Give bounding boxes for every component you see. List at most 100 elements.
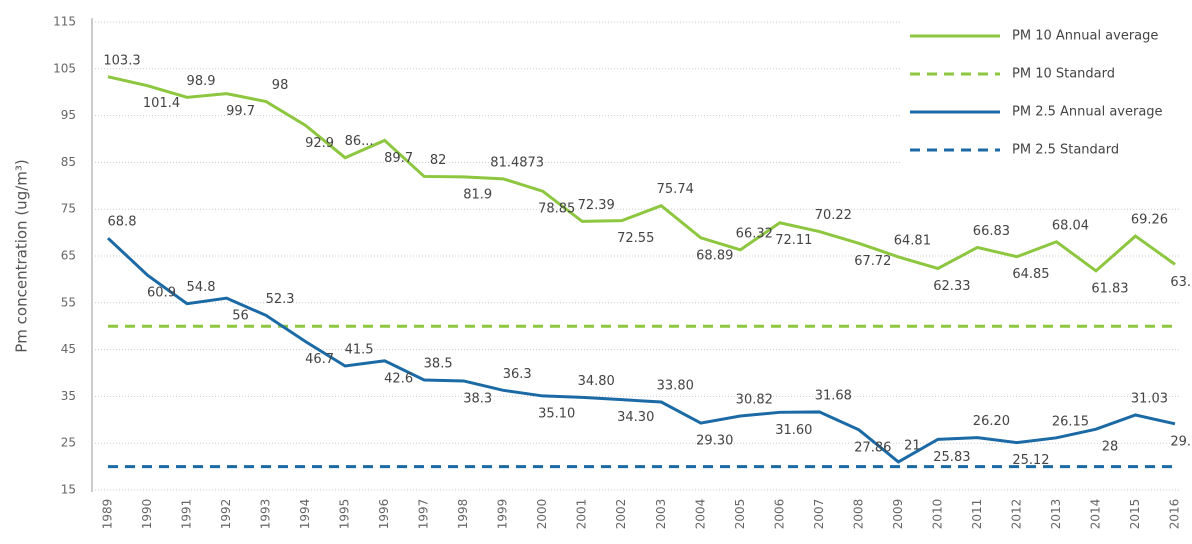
data-label: 89.7 — [384, 151, 413, 166]
x-tick-label: 1989 — [101, 499, 115, 530]
x-tick-label: 2003 — [654, 499, 668, 530]
x-tick-label: 2007 — [812, 499, 826, 530]
data-label: 81.4873 — [490, 155, 544, 170]
x-tick-label: 2012 — [1009, 499, 1023, 530]
data-label: 26.15 — [1052, 414, 1089, 429]
data-label: 34.30 — [617, 410, 654, 425]
data-label: 68.89 — [696, 248, 733, 263]
data-label: 72.39 — [578, 198, 615, 213]
x-tick-label: 1994 — [298, 499, 312, 530]
x-tick-label: 1993 — [259, 499, 273, 530]
data-label: 31.03 — [1131, 391, 1168, 406]
data-label: 63.21 — [1170, 275, 1192, 290]
x-tick-label: 1991 — [180, 499, 194, 530]
y-tick-label: 115 — [53, 15, 76, 29]
legend-label: PM 2.5 Annual average — [1012, 105, 1163, 120]
x-tick-label: 2013 — [1049, 499, 1063, 530]
data-label: 33.80 — [657, 379, 694, 394]
data-label: 66.32 — [736, 226, 773, 241]
y-tick-label: 95 — [61, 108, 76, 122]
x-tick-label: 2015 — [1128, 499, 1142, 530]
data-label: 46.7 — [305, 352, 334, 367]
legend-label: PM 2.5 Standard — [1012, 143, 1119, 158]
x-tick-label: 1990 — [140, 499, 154, 530]
x-tick-label: 2004 — [693, 499, 707, 530]
data-label: 82 — [430, 153, 447, 168]
data-label: 28 — [1102, 440, 1119, 455]
y-tick-label: 75 — [61, 202, 76, 216]
data-label: 62.33 — [933, 279, 970, 294]
y-tick-label: 55 — [61, 295, 76, 309]
legend-label: PM 10 Annual average — [1012, 29, 1158, 44]
data-label: 54.8 — [187, 280, 216, 295]
y-axis-title: Pm concentration (ug/m³) — [13, 159, 31, 353]
data-label: 103.3 — [103, 53, 140, 68]
data-label: 98 — [272, 78, 289, 93]
x-tick-label: 1998 — [456, 499, 470, 530]
x-tick-label: 2002 — [614, 499, 628, 530]
data-label: 61.83 — [1091, 281, 1128, 296]
x-tick-label: 2009 — [891, 499, 905, 530]
x-tick-label: 1992 — [219, 499, 233, 530]
data-label: 38.5 — [424, 357, 453, 372]
data-label: 25.83 — [933, 450, 970, 465]
y-tick-label: 45 — [61, 342, 76, 356]
data-label: 64.85 — [1012, 267, 1049, 282]
data-label: 38.3 — [463, 391, 492, 406]
y-tick-label: 25 — [61, 436, 76, 450]
x-tick-label: 1999 — [496, 499, 510, 530]
x-tick-label: 1995 — [338, 499, 352, 530]
data-label: 86... — [345, 134, 374, 149]
x-tick-label: 2005 — [733, 499, 747, 530]
data-label: 36.3 — [503, 367, 532, 382]
data-label: 72.55 — [617, 231, 654, 246]
data-label: 26.20 — [973, 414, 1010, 429]
data-label: 98.9 — [187, 74, 216, 89]
data-label: 78.85 — [538, 202, 575, 217]
data-label: 64.81 — [894, 233, 931, 248]
data-label: 60.9 — [147, 286, 176, 301]
data-label: 21 — [904, 438, 921, 453]
line — [106, 237, 1176, 464]
y-tick-label: 65 — [61, 249, 76, 263]
data-label: 31.60 — [775, 423, 812, 438]
line — [107, 75, 1176, 273]
y-tick-label: 105 — [53, 61, 76, 75]
data-label: 41.5 — [345, 342, 374, 357]
data-label: 30.82 — [736, 392, 773, 407]
x-tick-label: 2006 — [772, 499, 786, 530]
x-tick-label: 1996 — [377, 499, 391, 530]
data-label: 99.7 — [226, 104, 255, 119]
data-label: 66.83 — [973, 224, 1010, 239]
x-tick-label: 2011 — [970, 499, 984, 530]
data-label: 56 — [232, 309, 249, 324]
data-label: 29.14 — [1170, 434, 1192, 449]
x-tick-label: 2000 — [535, 499, 549, 530]
x-tick-label: 2016 — [1168, 499, 1182, 530]
data-label: 35.10 — [538, 406, 575, 421]
data-label: 25.12 — [1012, 453, 1049, 468]
data-label: 72.11 — [775, 233, 812, 248]
y-tick-label: 85 — [61, 155, 76, 169]
y-tick-label: 15 — [61, 483, 76, 497]
data-label: 31.68 — [815, 388, 852, 403]
data-label: 70.22 — [815, 208, 852, 223]
x-tick-label: 2010 — [930, 499, 944, 530]
data-label: 75.74 — [657, 182, 694, 197]
data-label: 68.04 — [1052, 218, 1089, 233]
data-label: 42.6 — [384, 371, 413, 386]
data-label: 27.86 — [854, 440, 891, 455]
data-label: 101.4 — [143, 96, 180, 111]
y-tick-label: 35 — [61, 389, 76, 403]
data-label: 81.9 — [463, 187, 492, 202]
data-label: 68.8 — [108, 215, 137, 230]
x-tick-label: 2001 — [575, 499, 589, 530]
data-label: 92.9 — [305, 136, 334, 151]
x-tick-label: 2008 — [851, 499, 865, 530]
data-label: 34.80 — [578, 374, 615, 389]
data-label: 29.30 — [696, 434, 733, 449]
data-label: 52.3 — [266, 292, 295, 307]
x-tick-label: 1997 — [417, 499, 431, 530]
x-tick-label: 2014 — [1088, 499, 1102, 530]
